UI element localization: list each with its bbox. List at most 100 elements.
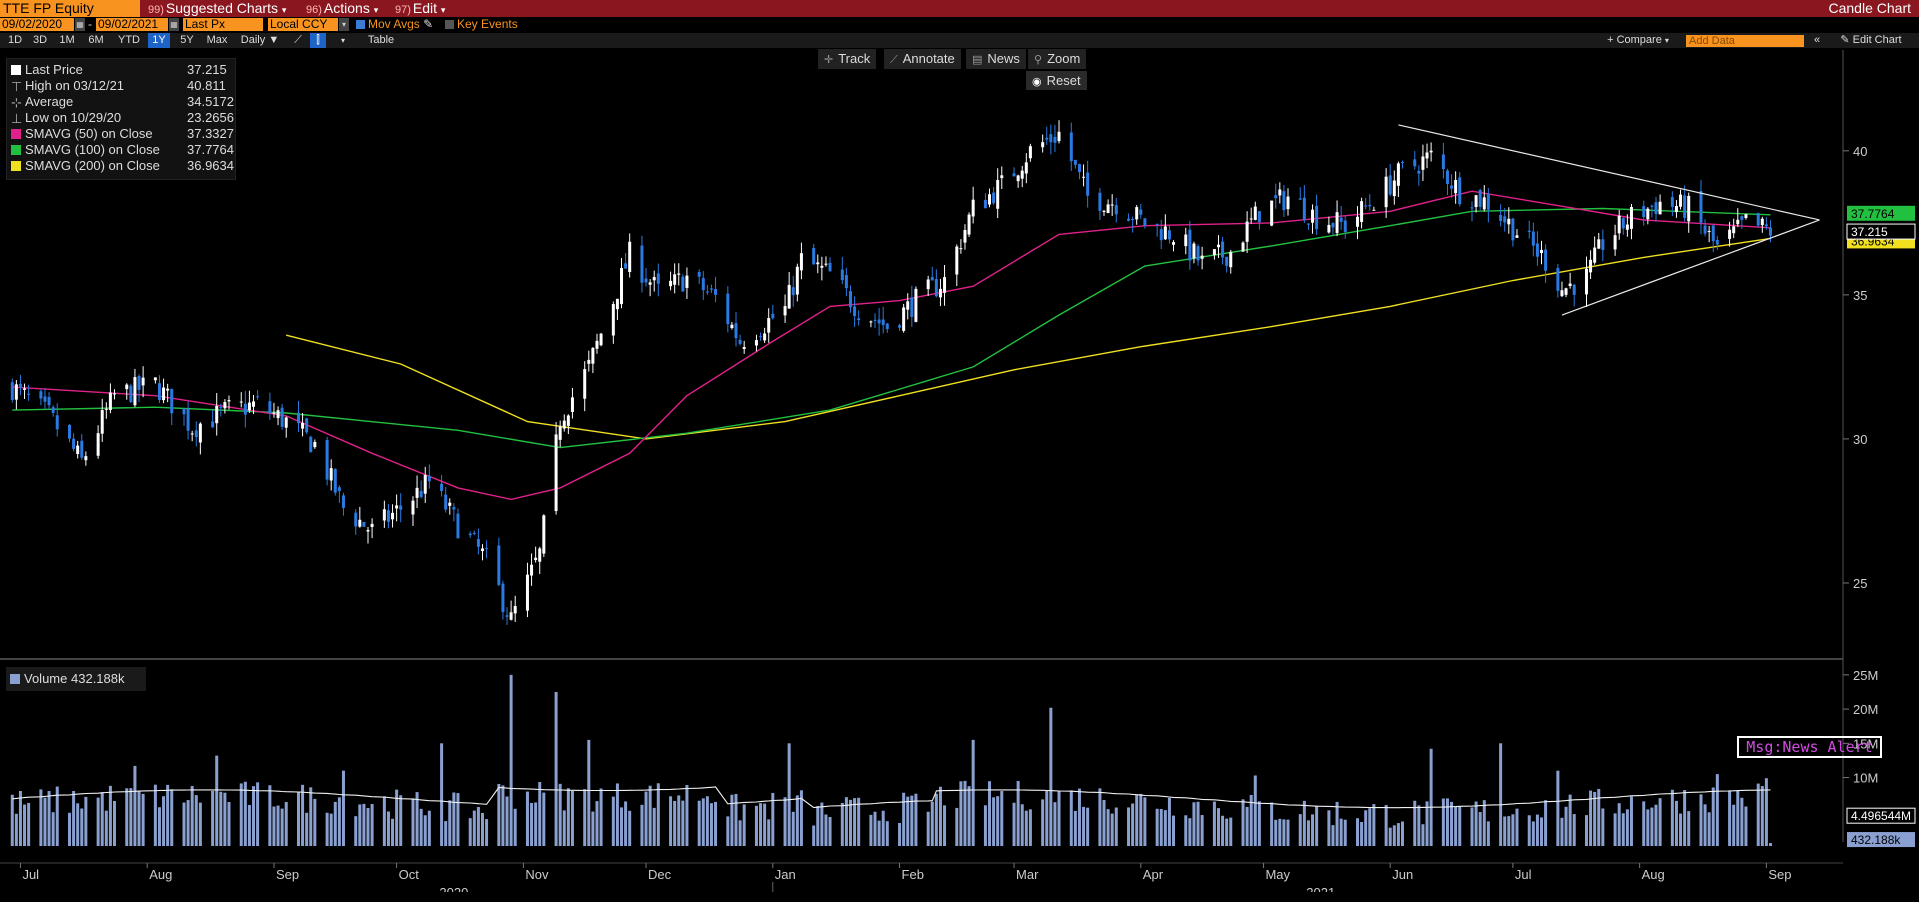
volume-bar [1225,818,1229,846]
volume-bar [39,789,43,846]
volume-bar [734,793,738,846]
ticker-field[interactable]: TTE FP Equity [0,0,140,17]
candle-chart-icon[interactable]: ⫿ [310,33,326,48]
calendar-icon[interactable]: ▦ [75,18,85,31]
legend-low[interactable]: ⊥ Low on 10/29/20 23.2656 [11,110,234,125]
candle-body [1200,255,1204,259]
line-chart-icon[interactable]: ⟋ [294,34,302,46]
volume-bar [1441,798,1445,846]
news-tool[interactable]: ▤ News [966,49,1026,69]
legend-sma200[interactable]: SMAVG (200) on Close 36.9634 [11,158,234,173]
chevron-down-icon[interactable]: ▾ [340,36,345,45]
periodicity-select[interactable]: Daily ▼ [236,33,284,48]
candle-body [423,475,427,494]
range-button-6m[interactable]: 6M [88,34,104,46]
candle-body [1646,208,1650,220]
volume-bar [530,802,534,846]
edit-menu[interactable]: 97) Edit ▾ [395,0,445,17]
legend-average[interactable]: ⊹ Average 34.5172 [11,94,234,109]
candle-body [170,388,174,414]
candle-body [276,410,280,419]
volume-bar [166,784,170,846]
volume-bar [595,801,599,846]
last-price-tag: 37.215 [1851,225,1888,239]
range-button-3d[interactable]: 3D [32,34,48,46]
volume-bar [1589,790,1593,846]
price-field-select[interactable]: Last Px [183,18,263,31]
volume-bar [1368,808,1372,846]
table-button[interactable]: Table [367,34,395,46]
range-button-ytd[interactable]: YTD [118,34,140,46]
candle-body [930,277,934,281]
candle-body [992,192,996,204]
legend-sma100[interactable]: SMAVG (100) on Close 37.7764 [11,142,234,157]
volume-bar [1703,804,1707,846]
volume-bar [1306,820,1310,846]
volume-legend[interactable]: Volume 432.188k [6,667,146,691]
suggested-charts-menu[interactable]: 99) Suggested Charts ▾ [148,0,286,17]
volume-bar [1278,818,1282,846]
volume-bar [325,812,329,846]
pencil-icon[interactable]: ✎ [423,17,434,31]
annotate-tool[interactable]: ⟋ Annotate [884,49,961,69]
volume-bar [198,802,202,846]
start-date-field[interactable]: 09/02/2020 [0,18,74,31]
candle-body [1642,206,1646,218]
checkbox-unchecked-icon[interactable] [445,20,454,29]
collapse-left-icon[interactable]: « [1813,34,1821,46]
checkbox-checked-icon[interactable] [356,20,365,29]
candle-body [799,253,803,271]
track-tool[interactable]: ✛ Track [818,49,877,69]
mov-avgs-toggle[interactable]: Mov Avgs ✎ [356,18,433,31]
actions-menu[interactable]: 96) Actions ▾ [306,0,378,17]
legend-sma50[interactable]: SMAVG (50) on Close 37.3327 [11,126,234,141]
candle-body [705,291,709,293]
candle-body [824,263,828,265]
range-button-1y[interactable]: 1Y [148,33,170,48]
chevron-down-icon[interactable]: ▾ [339,18,349,31]
legend-value: 40.811 [187,78,226,93]
volume-bar [112,801,116,846]
reset-button[interactable]: ◉ Reset [1026,71,1087,90]
add-data-input[interactable]: Add Data [1686,35,1804,47]
trendlines [1398,124,1820,316]
candle-body [697,271,701,277]
legend-last-price[interactable]: Last Price 37.215 [11,62,231,77]
candle-body [681,276,685,292]
calendar-icon[interactable]: ▦ [169,18,179,31]
end-date-field[interactable]: 09/02/2021 [96,18,168,31]
candle-body [1282,191,1286,211]
chart-type-label: Candle Chart [1828,0,1912,16]
range-button-5y[interactable]: 5Y [180,34,194,46]
candle-body [1458,177,1462,205]
candle-body [157,383,161,400]
chevron-down-icon: ▾ [281,5,287,15]
compare-button[interactable]: + Compare ▾ [1598,33,1678,48]
range-button-1m[interactable]: 1M [59,34,75,46]
edit-chart-button[interactable]: ✎ Edit Chart [1828,33,1914,48]
range-button-1d[interactable]: 1D [7,34,23,46]
zoom-tool[interactable]: ⚲ Zoom [1028,49,1087,69]
volume-bar [640,804,644,846]
currency-select[interactable]: Local CCY [268,18,338,31]
news-alert[interactable]: Msg:News Alert [1737,736,1882,758]
candle-body [23,388,27,390]
candle-body [955,246,959,275]
key-events-toggle[interactable]: Key Events [445,18,518,31]
volume-bar [468,818,472,846]
volume-bar [1445,798,1449,846]
volume-bar [709,803,713,846]
magnifier-icon: ⚲ [1034,54,1043,66]
price-chart[interactable]: 2530354010M15M20M25M36.963437.776437.215… [0,50,1919,892]
volume-bar [591,811,595,846]
legend-high[interactable]: ⊤ High on 03/12/21 40.811 [11,78,231,93]
volume-bar [1507,816,1511,846]
range-button-max[interactable]: Max [206,34,228,46]
candle-body [1253,206,1257,220]
volume-bar [767,819,771,846]
candle-body [1707,230,1711,232]
volume-bar [415,792,419,846]
volume-bar [1400,821,1404,846]
key-events-label: Key Events [457,17,518,31]
volume-bar [853,798,857,846]
